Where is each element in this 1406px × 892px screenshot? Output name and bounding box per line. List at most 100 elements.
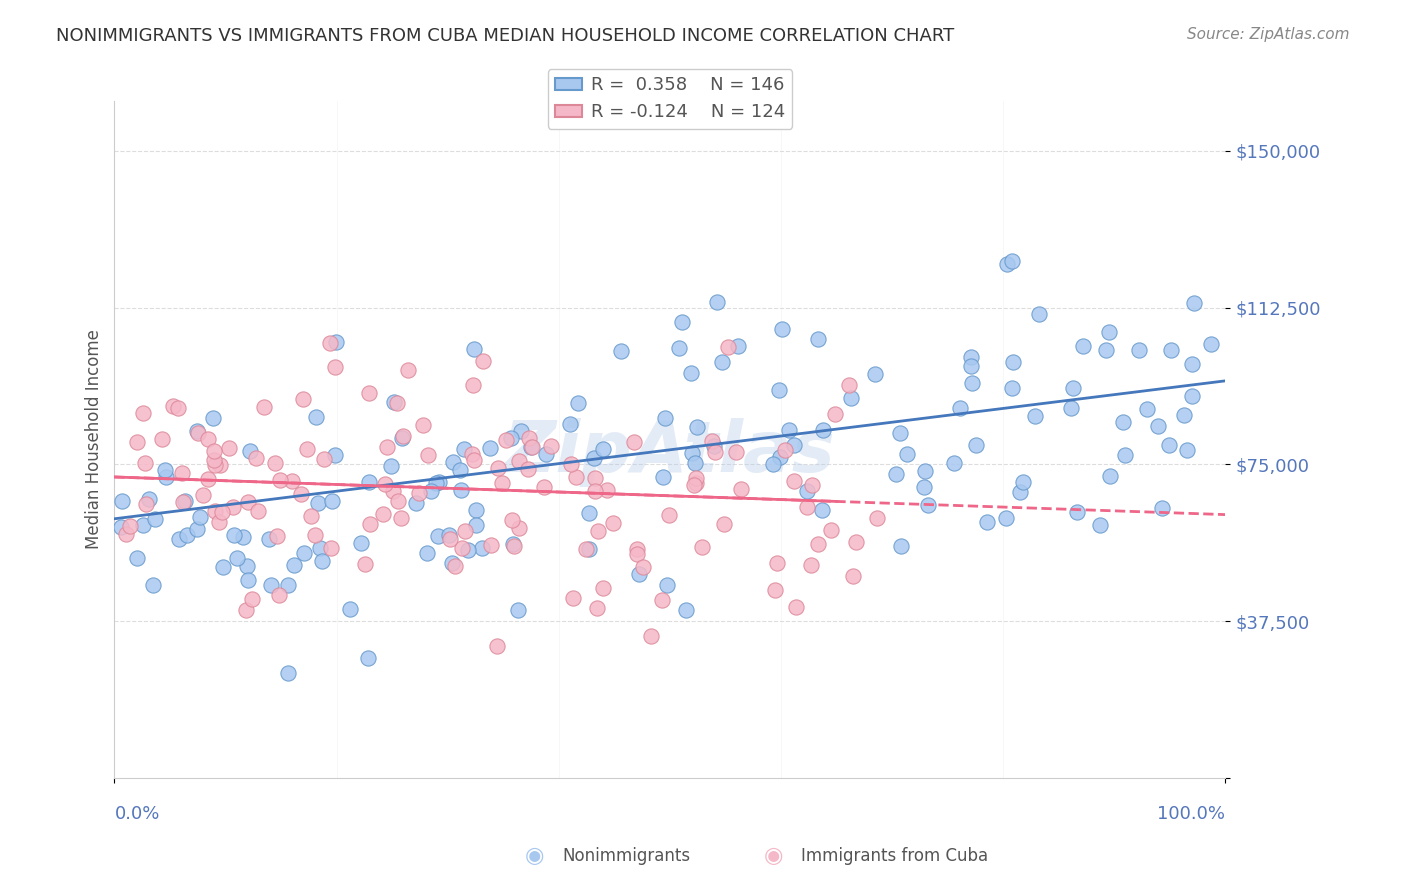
Immigrants from Cuba [319,335,342,350]
Immigrants from Cuba [172,494,194,508]
Immigrants from Cuba [583,483,606,498]
Immigrants from Cuba [439,532,461,546]
Nonimmigrants [391,432,413,446]
Immigrants from Cuba [460,447,482,461]
Text: ◉: ◉ [763,847,783,866]
Immigrants from Cuba [132,406,155,420]
Immigrants from Cuba [773,442,796,457]
Nonimmigrants [478,441,501,455]
Immigrants from Cuba [824,407,846,421]
Immigrants from Cuba [461,378,484,392]
Immigrants from Cuba [725,445,748,459]
Nonimmigrants [502,537,524,551]
Immigrants from Cuba [486,461,509,475]
Nonimmigrants [1098,468,1121,483]
Nonimmigrants [382,395,405,409]
Immigrants from Cuba [267,588,290,602]
Nonimmigrants [323,448,346,462]
Immigrants from Cuba [796,500,818,514]
Immigrants from Cuba [246,504,269,518]
Nonimmigrants [703,439,725,453]
Nonimmigrants [155,470,177,484]
Immigrants from Cuba [238,495,260,509]
Nonimmigrants [567,396,589,410]
Nonimmigrants [839,391,862,405]
Immigrants from Cuba [209,458,232,472]
Immigrants from Cuba [626,547,648,561]
Nonimmigrants [1060,401,1083,415]
Nonimmigrants [652,470,675,484]
Nonimmigrants [578,506,600,520]
Nonimmigrants [683,456,706,470]
Immigrants from Cuba [235,603,257,617]
Nonimmigrants [307,496,329,510]
Immigrants from Cuba [838,377,860,392]
Nonimmigrants [441,556,464,570]
Immigrants from Cuba [717,340,740,354]
Immigrants from Cuba [690,540,713,554]
Immigrants from Cuba [491,476,513,491]
Immigrants from Cuba [197,472,219,486]
Immigrants from Cuba [208,516,231,530]
Nonimmigrants [1001,355,1024,369]
Nonimmigrants [1175,443,1198,458]
Text: ◉: ◉ [524,847,544,866]
Nonimmigrants [1010,485,1032,500]
Nonimmigrants [962,376,984,391]
Nonimmigrants [212,560,235,574]
Text: Nonimmigrants: Nonimmigrants [562,847,690,865]
Immigrants from Cuba [135,497,157,511]
Nonimmigrants [415,547,437,561]
Immigrants from Cuba [565,470,588,484]
Nonimmigrants [239,443,262,458]
Nonimmigrants [965,438,987,452]
Nonimmigrants [1000,254,1022,268]
Immigrants from Cuba [865,511,887,525]
Immigrants from Cuba [408,485,430,500]
Nonimmigrants [110,520,132,534]
Text: Immigrants from Cuba: Immigrants from Cuba [801,847,988,865]
Immigrants from Cuba [640,629,662,643]
Immigrants from Cuba [685,476,707,491]
Immigrants from Cuba [845,535,868,549]
Immigrants from Cuba [575,541,598,556]
Immigrants from Cuba [245,450,267,465]
Nonimmigrants [1012,475,1035,489]
Immigrants from Cuba [586,601,609,615]
Nonimmigrants [225,551,247,566]
Nonimmigrants [1147,418,1170,433]
Nonimmigrants [357,475,380,489]
Nonimmigrants [1024,409,1046,423]
Immigrants from Cuba [202,444,225,458]
Immigrants from Cuba [495,433,517,447]
Nonimmigrants [578,541,600,556]
Immigrants from Cuba [385,396,408,410]
Immigrants from Cuba [520,440,543,454]
Nonimmigrants [917,498,939,512]
Immigrants from Cuba [323,360,346,375]
Immigrants from Cuba [785,600,807,615]
Immigrants from Cuba [187,425,209,440]
Immigrants from Cuba [704,445,727,459]
Nonimmigrants [949,401,972,416]
Nonimmigrants [770,322,793,336]
Immigrants from Cuba [204,458,226,472]
Nonimmigrants [441,455,464,469]
Immigrants from Cuba [658,508,681,522]
Immigrants from Cuba [253,401,276,415]
Nonimmigrants [260,578,283,592]
Nonimmigrants [308,541,330,556]
Immigrants from Cuba [381,483,404,498]
Nonimmigrants [583,450,606,465]
Immigrants from Cuba [291,392,314,406]
Nonimmigrants [679,367,702,381]
Nonimmigrants [796,484,818,499]
Nonimmigrants [1071,339,1094,353]
Immigrants from Cuba [197,433,219,447]
Nonimmigrants [499,431,522,445]
Immigrants from Cuba [631,560,654,574]
Nonimmigrants [450,483,472,497]
Immigrants from Cuba [807,537,830,551]
Immigrants from Cuba [170,466,193,480]
Nonimmigrants [350,535,373,549]
